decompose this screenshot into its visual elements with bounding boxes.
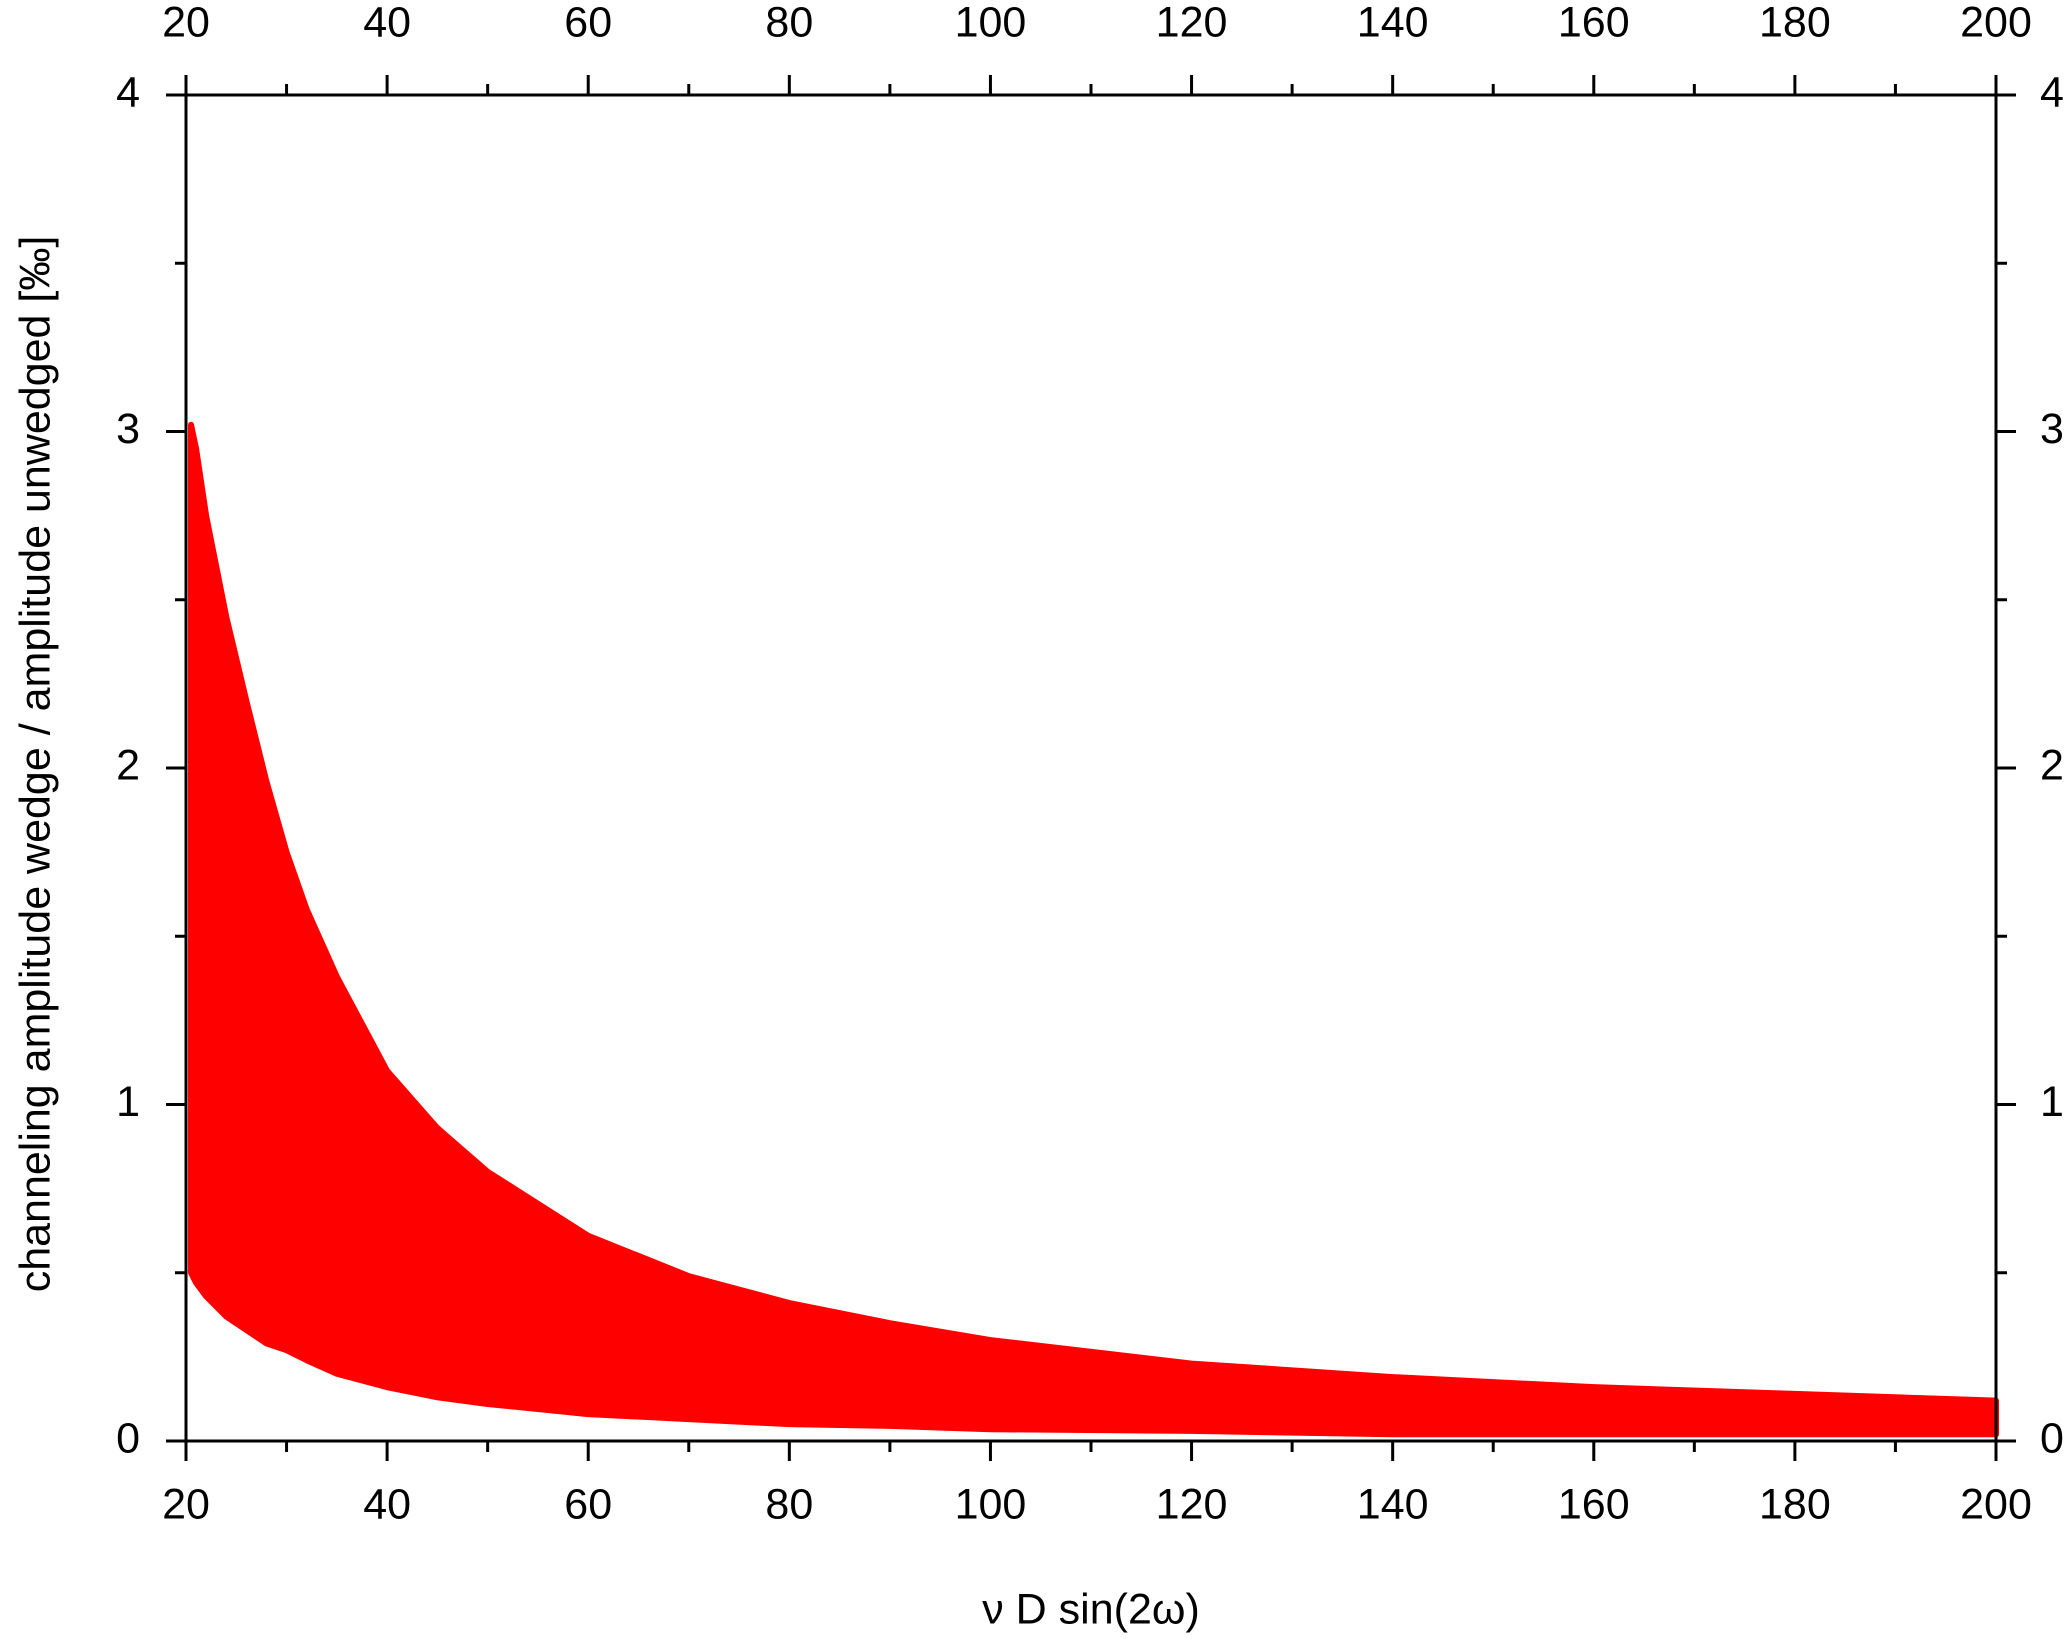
x-tick-label-top: 40 — [363, 0, 411, 46]
y-tick-label: 0 — [116, 1414, 140, 1462]
x-axis-title: ν D sin(2ω) — [982, 1585, 1200, 1633]
x-tick-label: 40 — [363, 1480, 411, 1528]
x-tick-label-top: 160 — [1558, 0, 1630, 46]
x-tick-label: 60 — [564, 1480, 612, 1528]
x-tick-label: 120 — [1156, 1480, 1228, 1528]
x-tick-label-top: 200 — [1960, 0, 2032, 46]
y-tick-label: 3 — [116, 405, 140, 453]
x-tick-label-top: 180 — [1759, 0, 1831, 46]
x-tick-label-top: 100 — [955, 0, 1027, 46]
y-tick-label-right: 0 — [2040, 1414, 2064, 1462]
y-tick-label-right: 4 — [2040, 68, 2064, 116]
y-tick-label: 2 — [116, 741, 140, 789]
x-tick-label: 140 — [1357, 1480, 1429, 1528]
y-tick-label-right: 3 — [2040, 405, 2064, 453]
x-tick-label-top: 20 — [162, 0, 210, 46]
x-tick-label-top: 120 — [1156, 0, 1228, 46]
x-tick-label: 80 — [765, 1480, 813, 1528]
x-tick-label: 180 — [1759, 1480, 1831, 1528]
x-tick-label-top: 80 — [765, 0, 813, 46]
x-tick-label: 160 — [1558, 1480, 1630, 1528]
x-tick-label: 200 — [1960, 1480, 2032, 1528]
y-tick-label: 4 — [116, 68, 140, 116]
y-axis-title: channeling amplitude wedge / amplitude u… — [11, 236, 59, 1293]
x-tick-label-top: 60 — [564, 0, 612, 46]
y-tick-label: 1 — [116, 1078, 140, 1126]
y-tick-label-right: 2 — [2040, 741, 2064, 789]
y-tick-label-right: 1 — [2040, 1078, 2064, 1126]
data-band — [188, 421, 1999, 1438]
x-tick-label-top: 140 — [1357, 0, 1429, 46]
x-tick-label: 20 — [162, 1480, 210, 1528]
x-tick-label: 100 — [955, 1480, 1027, 1528]
